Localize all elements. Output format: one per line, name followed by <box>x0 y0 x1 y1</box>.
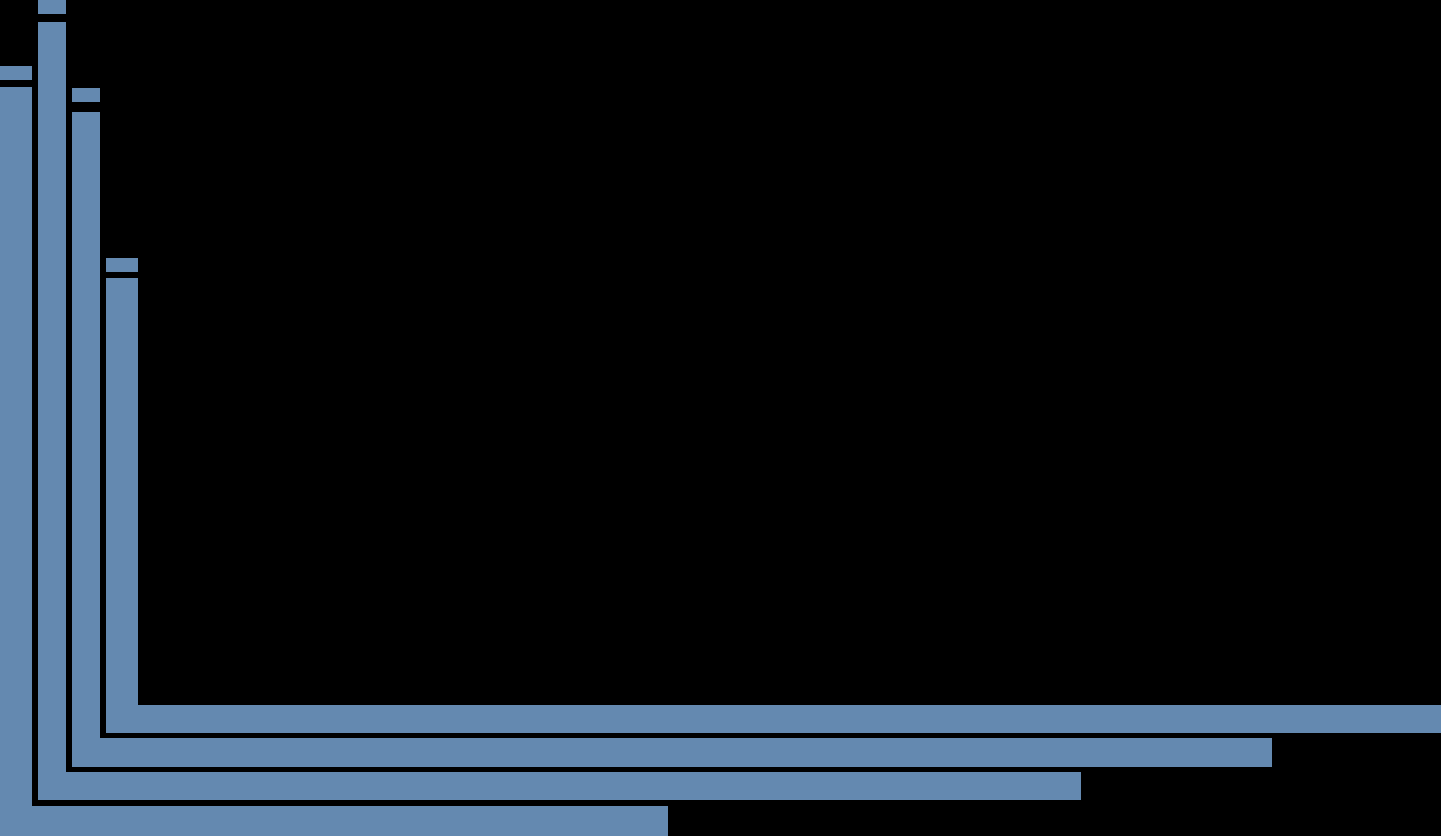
elbow-bar <box>38 0 1081 800</box>
elbow-bar <box>106 258 1441 733</box>
bar-cap-segment <box>72 88 100 102</box>
bar-cap-segment <box>0 66 32 80</box>
bar-cap-segment <box>38 0 66 14</box>
bar-cap-segment <box>106 258 138 272</box>
elbow-bar <box>72 88 1272 767</box>
elbow-bar <box>0 66 668 836</box>
